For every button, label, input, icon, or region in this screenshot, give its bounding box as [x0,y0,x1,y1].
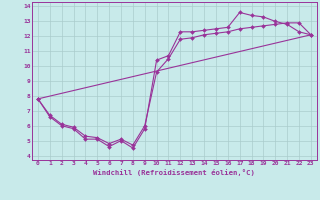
X-axis label: Windchill (Refroidissement éolien,°C): Windchill (Refroidissement éolien,°C) [93,169,255,176]
